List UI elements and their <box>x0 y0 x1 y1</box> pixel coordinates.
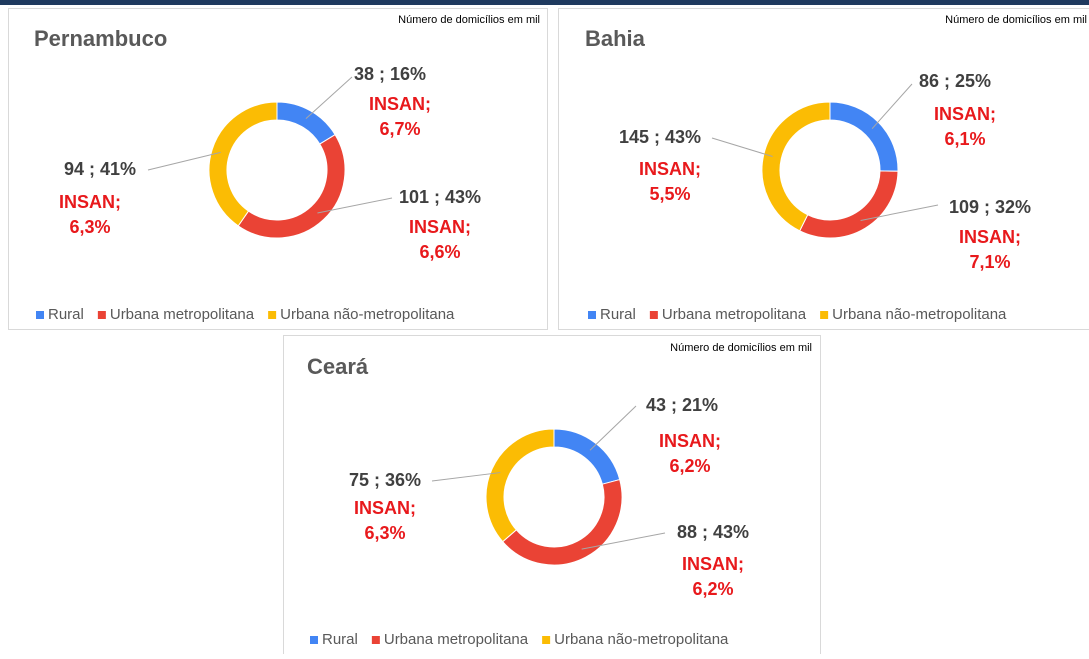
data-label: 145 ; 43% <box>619 127 701 147</box>
insan-label: 6,3% <box>364 523 405 543</box>
chart-title: Ceará <box>307 354 369 379</box>
legend-label: Urbana não-metropolitana <box>554 631 729 648</box>
insan-label: INSAN; <box>59 192 121 212</box>
top-bar <box>0 0 1089 5</box>
insan-label: 5,5% <box>649 184 690 204</box>
panel <box>284 336 821 655</box>
insan-label: INSAN; <box>354 498 416 518</box>
legend-swatch <box>310 636 318 644</box>
legend-label: Urbana não-metropolitana <box>832 306 1007 323</box>
legend-label: Urbana metropolitana <box>662 306 807 323</box>
insan-label: 7,1% <box>969 252 1010 272</box>
data-label: 101 ; 43% <box>399 187 481 207</box>
chart-title: Bahia <box>585 26 646 51</box>
insan-label: INSAN; <box>639 159 701 179</box>
insan-label: INSAN; <box>369 94 431 114</box>
insan-label: 6,2% <box>692 579 733 599</box>
chart-title: Pernambuco <box>34 26 167 51</box>
insan-label: 6,6% <box>419 242 460 262</box>
data-label: 88 ; 43% <box>677 522 749 542</box>
insan-label: 6,3% <box>69 217 110 237</box>
legend-label: Urbana metropolitana <box>384 631 529 648</box>
insan-label: 6,7% <box>379 119 420 139</box>
data-label: 75 ; 36% <box>349 470 421 490</box>
legend-swatch <box>36 311 44 319</box>
legend-swatch <box>98 311 106 319</box>
data-label: 38 ; 16% <box>354 64 426 84</box>
legend-swatch <box>588 311 596 319</box>
legend-swatch <box>372 636 380 644</box>
legend-label: Rural <box>48 306 84 323</box>
chart-subtitle: Número de domicílios em mil <box>945 14 1087 26</box>
legend-label: Urbana não-metropolitana <box>280 306 455 323</box>
data-label: 94 ; 41% <box>64 159 136 179</box>
insan-label: INSAN; <box>934 104 996 124</box>
chart-subtitle: Número de domicílios em mil <box>398 14 540 26</box>
data-label: 109 ; 32% <box>949 197 1031 217</box>
legend-label: Rural <box>600 306 636 323</box>
chart-subtitle: Número de domicílios em mil <box>670 342 812 354</box>
insan-label: INSAN; <box>409 217 471 237</box>
insan-label: INSAN; <box>682 554 744 574</box>
insan-label: INSAN; <box>659 431 721 451</box>
data-label: 86 ; 25% <box>919 71 991 91</box>
legend-swatch <box>820 311 828 319</box>
insan-label: 6,2% <box>669 456 710 476</box>
legend-label: Rural <box>322 631 358 648</box>
insan-label: INSAN; <box>959 227 1021 247</box>
legend-label: Urbana metropolitana <box>110 306 255 323</box>
legend-swatch <box>268 311 276 319</box>
legend-swatch <box>650 311 658 319</box>
legend-swatch <box>542 636 550 644</box>
insan-label: 6,1% <box>944 129 985 149</box>
data-label: 43 ; 21% <box>646 395 718 415</box>
